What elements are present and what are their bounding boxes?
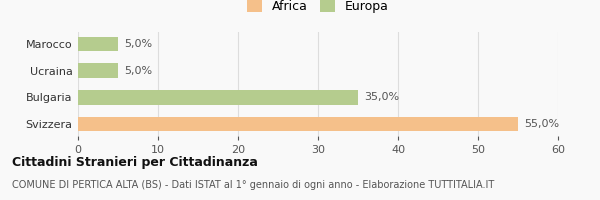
Text: 35,0%: 35,0%	[364, 92, 400, 102]
Text: 5,0%: 5,0%	[124, 39, 152, 49]
Text: 5,0%: 5,0%	[124, 66, 152, 76]
Bar	[78, 63, 118, 78]
Bar	[78, 37, 118, 51]
Legend: Africa, Europa: Africa, Europa	[247, 0, 389, 13]
Bar	[78, 117, 518, 131]
Text: COMUNE DI PERTICA ALTA (BS) - Dati ISTAT al 1° gennaio di ogni anno - Elaborazio: COMUNE DI PERTICA ALTA (BS) - Dati ISTAT…	[12, 180, 494, 190]
Text: Cittadini Stranieri per Cittadinanza: Cittadini Stranieri per Cittadinanza	[12, 156, 258, 169]
Text: 55,0%: 55,0%	[524, 119, 560, 129]
Bar	[78, 90, 358, 105]
